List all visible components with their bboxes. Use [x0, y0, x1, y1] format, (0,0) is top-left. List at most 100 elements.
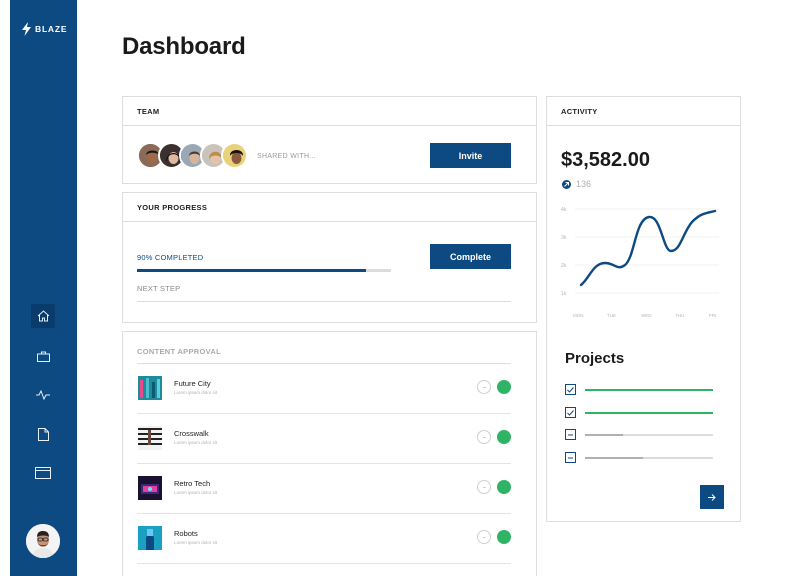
- chart-grid: [575, 208, 719, 294]
- team-card: TEAM SHARED WITH... Invite: [122, 96, 537, 184]
- project-progress: [585, 434, 713, 436]
- checkbox-checked[interactable]: [565, 384, 576, 395]
- projects-title: Projects: [565, 350, 625, 367]
- x-tick-label: MON: [573, 313, 584, 318]
- team-member-avatar[interactable]: [221, 142, 248, 169]
- project-progress: [585, 389, 713, 391]
- brand-logo[interactable]: BLAZE: [22, 22, 67, 36]
- next-arrow-button[interactable]: [700, 485, 724, 509]
- team-avatars[interactable]: [137, 142, 249, 170]
- document-icon: [37, 427, 49, 441]
- retro-tech-thumbnail: [138, 476, 162, 500]
- approval-row[interactable]: Retro Tech Lorem ipsum dolor sit: [137, 464, 511, 514]
- home-icon: [37, 310, 49, 322]
- x-tick-label: THU: [675, 313, 684, 318]
- y-tick-label: 4k: [561, 207, 567, 213]
- activity-delta: 136: [562, 179, 591, 189]
- approval-item-name: Robots: [174, 529, 198, 538]
- page-title: Dashboard: [122, 33, 246, 60]
- project-progress-fill: [585, 434, 624, 436]
- activity-icon: [36, 390, 50, 400]
- project-progress-fill: [585, 412, 713, 414]
- approval-row[interactable]: Crosswalk Lorem ipsum dolor sit: [137, 414, 511, 464]
- progress-bar: [137, 269, 391, 272]
- reject-toggle[interactable]: [477, 380, 491, 394]
- progress-completed-label: 90% COMPLETED: [137, 253, 204, 262]
- divider: [137, 363, 511, 364]
- user-avatar[interactable]: [26, 524, 60, 558]
- sidebar: BLAZE: [10, 0, 77, 576]
- progress-card-title: YOUR PROGRESS: [123, 193, 536, 222]
- project-row[interactable]: [565, 384, 717, 396]
- check-icon: [567, 409, 574, 416]
- project-progress: [585, 412, 713, 414]
- sidebar-item-document[interactable]: [31, 422, 55, 446]
- activity-chart: 4k 3k 2k 1k MON TUE WED THU FRI: [561, 207, 719, 318]
- sidebar-item-card[interactable]: [31, 461, 55, 485]
- reject-toggle[interactable]: [477, 530, 491, 544]
- progress-card: YOUR PROGRESS 90% COMPLETED Complete NEX…: [122, 192, 537, 323]
- next-step-divider: [137, 301, 511, 302]
- project-progress-fill: [585, 389, 713, 391]
- project-progress-fill: [585, 457, 643, 459]
- y-tick-label: 1k: [561, 291, 567, 297]
- x-tick-label: WED: [641, 313, 652, 318]
- team-member-avatar[interactable]: [137, 142, 164, 169]
- sidebar-item-activity[interactable]: [31, 383, 55, 407]
- checkbox-checked[interactable]: [565, 407, 576, 418]
- lightning-icon: [22, 22, 31, 36]
- approval-row[interactable]: Future City Lorem ipsum dolor sit: [137, 364, 511, 414]
- future-city-thumbnail: [138, 376, 162, 400]
- approval-item-name: Retro Tech: [174, 479, 211, 488]
- complete-button[interactable]: Complete: [430, 244, 511, 269]
- next-step-label: NEXT STEP: [137, 284, 181, 293]
- card-icon: [35, 467, 51, 479]
- project-progress: [585, 457, 713, 459]
- minus-icon: [568, 434, 573, 435]
- check-icon: [567, 386, 574, 393]
- robots-thumbnail: [138, 526, 162, 550]
- checkbox-indeterminate[interactable]: [565, 452, 576, 463]
- approve-toggle[interactable]: [497, 430, 511, 444]
- content-approval-card: CONTENT APPROVAL Future City Lorem ipsum…: [122, 331, 537, 576]
- user-avatar-image: [26, 524, 60, 558]
- sidebar-item-home[interactable]: [31, 304, 55, 328]
- progress-bar-fill: [137, 269, 366, 272]
- approve-toggle[interactable]: [497, 480, 511, 494]
- activity-amount: $3,582.00: [561, 149, 650, 171]
- content-approval-title: CONTENT APPROVAL: [137, 347, 221, 356]
- crosswalk-thumbnail: [138, 426, 162, 450]
- reject-toggle[interactable]: [477, 430, 491, 444]
- project-row[interactable]: [565, 452, 717, 464]
- x-tick-label: TUE: [607, 313, 616, 318]
- brand-name: BLAZE: [35, 24, 68, 34]
- approval-item-sub: Lorem ipsum dolor sit: [174, 490, 218, 495]
- shared-with-label: SHARED WITH...: [257, 153, 317, 160]
- activity-delta-value: 136: [576, 179, 592, 189]
- activity-card: ACTIVITY $3,582.00 136 4k 3k 2k 1k MON T…: [546, 96, 741, 522]
- approval-row[interactable]: Robots Lorem ipsum dolor sit: [137, 514, 511, 564]
- approval-item-sub: Lorem ipsum dolor sit: [174, 440, 218, 445]
- approval-item-name: Crosswalk: [174, 429, 209, 438]
- team-card-title: TEAM: [123, 97, 536, 126]
- checkbox-indeterminate[interactable]: [565, 429, 576, 440]
- arrow-right-icon: [708, 493, 716, 501]
- approval-item-name: Future City: [174, 379, 211, 388]
- minus-icon: [568, 457, 573, 458]
- approve-toggle[interactable]: [497, 530, 511, 544]
- reject-toggle[interactable]: [477, 480, 491, 494]
- x-tick-label: FRI: [709, 313, 716, 318]
- y-tick-label: 2k: [561, 263, 567, 269]
- approval-item-sub: Lorem ipsum dolor sit: [174, 540, 218, 545]
- approval-item-sub: Lorem ipsum dolor sit: [174, 390, 218, 395]
- invite-button[interactable]: Invite: [430, 143, 511, 168]
- trend-up-icon: [562, 179, 571, 189]
- activity-line: [579, 209, 717, 287]
- y-tick-label: 3k: [561, 235, 567, 241]
- project-row[interactable]: [565, 429, 717, 441]
- activity-card-title: ACTIVITY: [547, 97, 740, 126]
- project-row[interactable]: [565, 407, 717, 419]
- sidebar-item-briefcase[interactable]: [31, 344, 55, 368]
- approve-toggle[interactable]: [497, 380, 511, 394]
- briefcase-icon: [36, 351, 50, 362]
